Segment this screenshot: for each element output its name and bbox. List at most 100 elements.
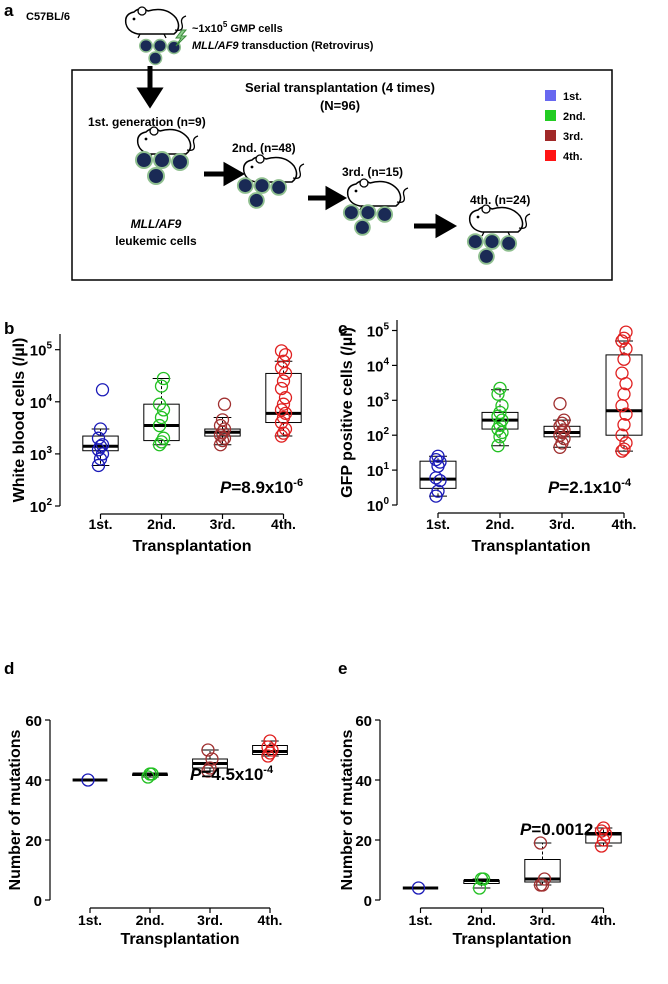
p-value: P=8.9x10-6 bbox=[220, 477, 303, 497]
data-point bbox=[217, 431, 232, 445]
legend-label: 1st. bbox=[563, 91, 582, 103]
data-point bbox=[205, 752, 219, 766]
data-point bbox=[278, 391, 293, 405]
y-tick-label: 102 bbox=[367, 426, 390, 445]
p-exp: -6 bbox=[293, 477, 303, 489]
tick-base: 10 bbox=[367, 498, 384, 515]
legend-label: 2nd. bbox=[563, 111, 586, 123]
tick-exp: 2 bbox=[383, 426, 389, 437]
box-title: Serial transplantation (4 times) bbox=[245, 80, 435, 95]
data-point bbox=[491, 439, 505, 453]
text-part: transduction (Retrovirus) bbox=[241, 40, 373, 52]
data-point bbox=[93, 422, 108, 436]
p-italic: P bbox=[520, 820, 532, 839]
data-point bbox=[152, 397, 167, 411]
tick-base: 10 bbox=[367, 358, 384, 375]
tick-exp: 4 bbox=[46, 393, 52, 404]
panel-label: c bbox=[338, 319, 347, 338]
panel-label: a bbox=[4, 1, 14, 20]
data-point bbox=[493, 381, 507, 396]
box-chart: e 0 20 40 60 1st. 2nd. 3rd. 4th. Transplantation N… bbox=[338, 659, 622, 948]
data-point bbox=[472, 881, 487, 895]
p-italic: P bbox=[190, 765, 202, 784]
tick-exp: 4 bbox=[383, 356, 389, 367]
tick-base: 10 bbox=[30, 343, 47, 360]
data-point bbox=[154, 379, 169, 393]
data-point bbox=[265, 743, 279, 757]
diagram-labels: 1st. generation (n=9) 2nd. (n=48) 3rd. (n=… bbox=[88, 90, 586, 207]
data-point bbox=[215, 413, 230, 427]
x-tick-label: 3rd. bbox=[549, 516, 575, 532]
y-tick-label: 0 bbox=[364, 893, 372, 910]
p-exp: -4 bbox=[263, 764, 274, 776]
data-point bbox=[617, 352, 631, 366]
data-point bbox=[615, 428, 629, 442]
cells-icon bbox=[138, 38, 182, 66]
data-point bbox=[594, 839, 609, 853]
data-point bbox=[156, 431, 171, 445]
data-point bbox=[276, 374, 291, 388]
data-point bbox=[429, 452, 443, 467]
p-value: P=0.0012 bbox=[520, 820, 593, 839]
p-text: =8.9x10 bbox=[231, 478, 293, 497]
data-point bbox=[557, 431, 571, 446]
x-tick-label: 2nd. bbox=[147, 516, 176, 532]
cells-gene: MLL/AF9 bbox=[131, 217, 182, 231]
data-point bbox=[596, 821, 611, 835]
text-part: GMP cells bbox=[230, 23, 282, 35]
data-point bbox=[154, 410, 169, 425]
data-point bbox=[433, 455, 447, 469]
p-value: P=2.1x10-4 bbox=[548, 477, 632, 497]
box-chart: d 0 20 40 60 1st. 2nd. 3rd. 4th. Transplantation N… bbox=[4, 659, 288, 948]
data-point bbox=[598, 827, 613, 841]
data-point bbox=[274, 344, 289, 358]
data-point bbox=[152, 438, 167, 452]
x-axis-title: Transplantation bbox=[120, 931, 239, 948]
p-italic: P bbox=[220, 478, 232, 497]
data-point bbox=[156, 371, 171, 386]
data-point bbox=[95, 447, 110, 461]
data-point bbox=[493, 405, 507, 420]
tick-exp: 5 bbox=[383, 322, 389, 333]
y-tick-label: 103 bbox=[30, 445, 53, 464]
data-point bbox=[95, 438, 110, 452]
data-point bbox=[557, 413, 571, 427]
transduction: MLL/AF9 transduction (Retrovirus) bbox=[192, 40, 374, 52]
y-tick-label: 20 bbox=[25, 833, 42, 850]
p-exp: -4 bbox=[621, 477, 632, 489]
data-point bbox=[93, 439, 108, 453]
x-tick-label: 4th. bbox=[612, 516, 637, 532]
y-axis-title: Number of mutations bbox=[339, 729, 356, 890]
y-tick-label: 105 bbox=[367, 322, 390, 341]
y-tick-label: 100 bbox=[367, 496, 390, 515]
gene-name: MLL/AF9 bbox=[192, 40, 239, 52]
x-tick-label: 3rd. bbox=[210, 516, 236, 532]
data-point bbox=[276, 397, 291, 411]
data-point bbox=[495, 399, 509, 413]
tick-base: 10 bbox=[30, 447, 47, 464]
cells-icon bbox=[236, 177, 288, 209]
x-tick-label: 1st. bbox=[408, 912, 432, 928]
tick-exp: 3 bbox=[46, 445, 52, 456]
generation-label: 3rd. (n=15) bbox=[342, 165, 403, 179]
data-point bbox=[274, 403, 289, 417]
tick-base: 10 bbox=[367, 393, 384, 410]
x-axis-title: Transplantation bbox=[132, 538, 251, 555]
diagram: a C57BL/6 ~1x105 GMP cells MLL/AF9 transdu… bbox=[4, 1, 613, 281]
x-tick-label: 4th. bbox=[591, 912, 616, 928]
box bbox=[419, 460, 457, 489]
data-point bbox=[617, 418, 631, 432]
data-point bbox=[152, 418, 167, 433]
x-tick-label: 1st. bbox=[426, 516, 450, 532]
transplant-box bbox=[71, 69, 613, 281]
data-point bbox=[274, 361, 289, 375]
data-point bbox=[276, 354, 291, 368]
x-tick-label: 1st. bbox=[78, 912, 102, 928]
tick-exp: 3 bbox=[383, 391, 389, 402]
data-point bbox=[141, 770, 155, 784]
panel-label: d bbox=[4, 659, 14, 678]
data-point bbox=[411, 881, 426, 895]
cells-icon bbox=[342, 204, 394, 236]
x-tick-label: 1st. bbox=[88, 516, 112, 532]
tick-base: 10 bbox=[30, 499, 47, 516]
